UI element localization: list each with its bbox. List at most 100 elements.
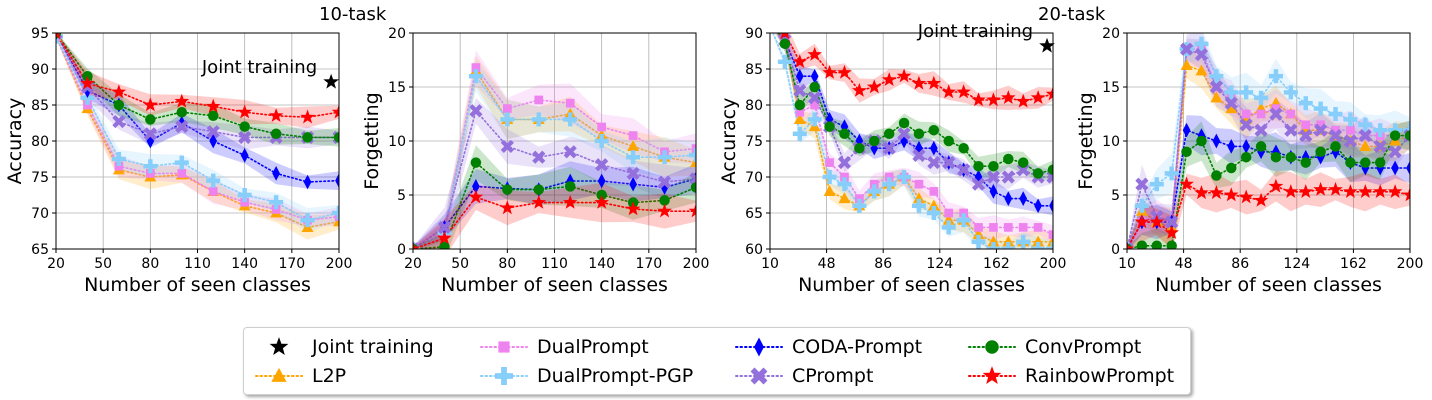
point-dual <box>208 187 218 196</box>
point-l2p <box>1225 102 1238 114</box>
point-pgp <box>1031 242 1046 249</box>
point-pgp <box>1283 85 1298 100</box>
legend-label-l2p: L2P <box>312 365 347 387</box>
point-rainbow <box>971 92 986 107</box>
point-cprompt <box>1343 134 1357 148</box>
chart-acc10: Joint training 20 50 80 110 140 170 200 65 70 75 80… <box>4 26 353 296</box>
point-conv <box>1360 157 1371 168</box>
point-cprompt <box>1269 107 1283 121</box>
point-cprompt <box>437 220 452 234</box>
point-coda <box>1034 198 1042 214</box>
point-dual <box>1241 109 1251 119</box>
point-rainbow <box>111 84 127 99</box>
line-cprompt <box>413 109 696 249</box>
point-pgp <box>1134 198 1149 213</box>
point-rainbow <box>143 97 158 112</box>
point-dual <box>145 169 155 178</box>
point-conv <box>809 81 820 93</box>
point-rainbow <box>1179 176 1194 191</box>
series-coda <box>413 161 696 249</box>
point-rainbow <box>792 54 808 68</box>
point-dual <box>810 100 820 110</box>
y-tick-label: 5 <box>1111 188 1120 204</box>
point-conv <box>1151 240 1163 249</box>
point-pgp <box>1149 177 1164 192</box>
point-coda <box>989 184 998 199</box>
y-axis-label: Accuracy <box>718 98 740 185</box>
point-pgp <box>926 206 941 220</box>
point-pgp <box>956 213 971 228</box>
chart-fgt20: 10 48 86 124 162 200 0 5 10 15 20 Number of seen cl… <box>1075 26 1423 296</box>
point-dual <box>502 104 512 113</box>
markers-rainbow <box>780 33 1053 108</box>
point-dual <box>565 98 575 108</box>
point-conv <box>1211 170 1222 181</box>
legend-label-dualprompt-pgp: DualPrompt-PGP <box>537 365 694 387</box>
x-tick-label: 162 <box>983 256 1010 272</box>
point-rainbow <box>866 79 882 94</box>
point-pgp <box>986 242 1001 249</box>
point-pgp <box>1001 242 1016 249</box>
legend-label-convprompt: ConvPrompt <box>1025 336 1142 358</box>
point-conv <box>502 184 513 195</box>
point-dual <box>597 122 607 132</box>
line-conv <box>56 33 339 139</box>
point-conv <box>928 124 940 136</box>
plot-area <box>1127 33 1410 249</box>
y-tick-label: 90 <box>31 62 49 78</box>
point-pgp <box>657 150 672 165</box>
point-rainbow <box>268 108 284 122</box>
markers-rainbow <box>413 189 696 249</box>
x-axis-label: Number of seen classes <box>84 274 311 296</box>
point-dual <box>114 161 124 171</box>
point-cprompt <box>1388 145 1402 159</box>
point-dual <box>534 95 544 105</box>
point-pgp <box>1298 96 1313 111</box>
point-dual <box>929 187 939 196</box>
point-pgp <box>911 198 926 213</box>
point-coda <box>335 173 339 188</box>
legend-symbol-dualprompt-pgp <box>480 367 528 385</box>
point-rainbow <box>1164 225 1179 239</box>
point-rainbow <box>1298 184 1314 198</box>
point-conv <box>1285 151 1297 163</box>
point-conv <box>1136 240 1148 249</box>
point-conv <box>1300 157 1311 168</box>
point-cprompt <box>1194 48 1209 62</box>
band-cprompt <box>56 33 339 150</box>
point-rainbow <box>237 104 252 119</box>
point-conv <box>765 13 776 24</box>
point-conv <box>1404 130 1410 141</box>
point-pgp <box>626 150 641 165</box>
point-conv <box>470 157 482 168</box>
point-conv <box>973 160 984 172</box>
point-rainbow <box>562 194 578 209</box>
x-tick-label: 200 <box>326 256 353 272</box>
point-coda <box>1212 133 1221 149</box>
point-conv <box>1255 141 1267 152</box>
point-conv <box>1003 153 1014 165</box>
point-rainbow <box>807 46 822 61</box>
point-rainbow <box>1134 214 1150 229</box>
point-rainbow <box>437 230 452 245</box>
point-cprompt <box>1373 139 1387 153</box>
joint-training-label: Joint training <box>201 57 317 78</box>
point-pgp <box>332 206 339 220</box>
point-dual <box>855 194 864 203</box>
point-pgp <box>174 155 189 170</box>
markers-pgp <box>777 54 1053 249</box>
y-tick-label: 60 <box>745 242 763 258</box>
point-l2p <box>942 213 955 225</box>
y-tick-label: 10 <box>1102 134 1120 150</box>
y-tick-label: 0 <box>1111 242 1120 258</box>
point-rainbow <box>413 241 421 249</box>
legend: Joint training L2P DualPrompt DualPrompt… <box>243 327 1191 395</box>
point-conv <box>145 114 156 125</box>
point-pgp <box>1224 85 1239 100</box>
point-pgp <box>852 198 867 213</box>
point-rainbow <box>1045 86 1053 101</box>
point-l2p <box>972 228 985 240</box>
point-dual <box>1301 120 1311 130</box>
point-l2p <box>1195 64 1208 76</box>
y-tick-label: 10 <box>388 134 406 150</box>
